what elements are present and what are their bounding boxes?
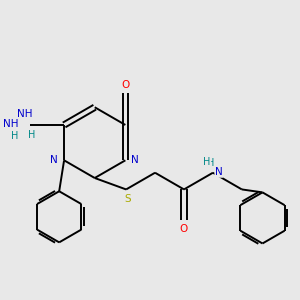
Text: H: H bbox=[203, 157, 211, 167]
Text: NH: NH bbox=[17, 109, 32, 119]
Text: O: O bbox=[121, 80, 130, 90]
Text: H: H bbox=[11, 131, 18, 141]
Text: H: H bbox=[28, 130, 36, 140]
Text: O: O bbox=[180, 224, 188, 234]
Text: N: N bbox=[131, 155, 139, 165]
Text: S: S bbox=[124, 194, 131, 204]
Text: NH: NH bbox=[3, 119, 19, 129]
Text: H: H bbox=[207, 158, 214, 168]
Text: N: N bbox=[50, 155, 58, 165]
Text: N: N bbox=[215, 167, 223, 177]
